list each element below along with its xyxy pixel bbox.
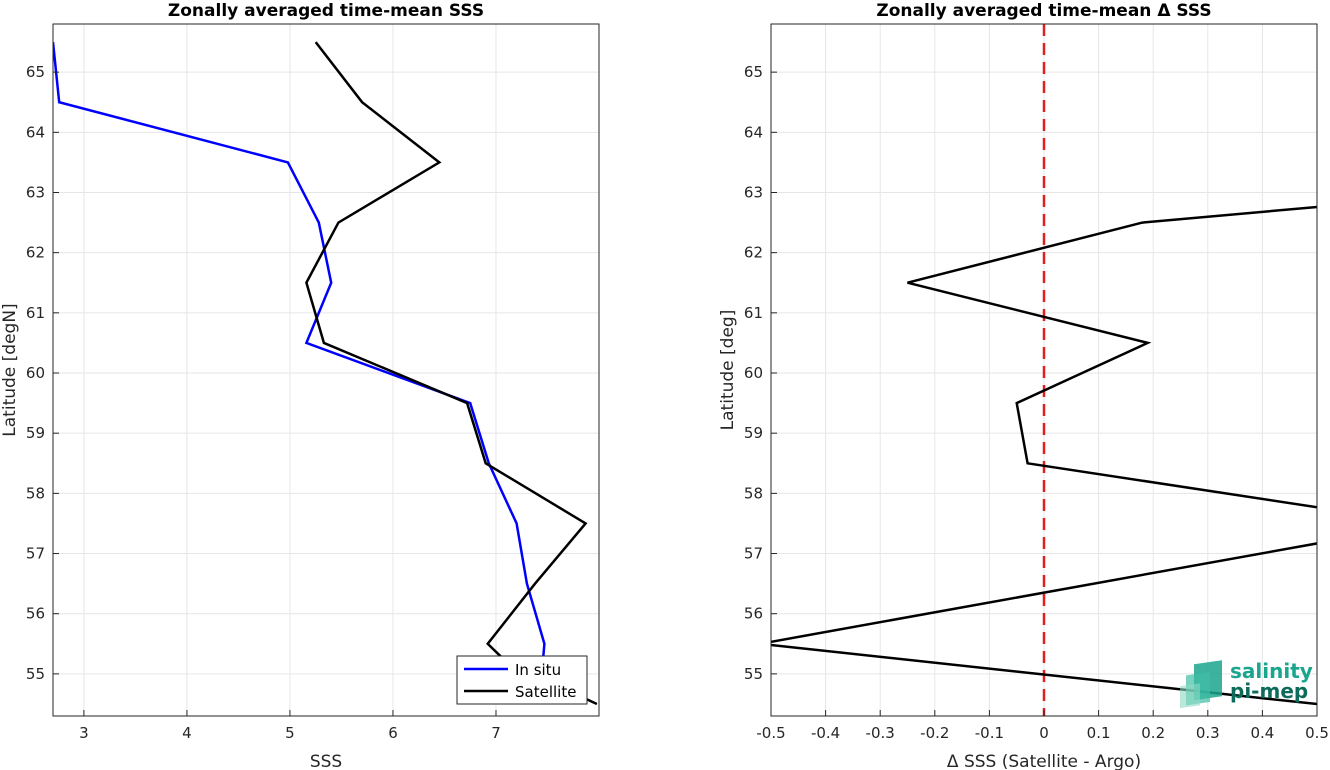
delta-y-tick-label: 64: [744, 123, 763, 141]
delta-x-tick-label: 0.3: [1196, 724, 1220, 742]
delta-series-group: [771, 24, 1317, 716]
sss-y-tick-label: 58: [26, 484, 45, 502]
delta-y-tick-label: 57: [744, 545, 763, 563]
delta-x-tick-label: -0.2: [920, 724, 949, 742]
delta-x-tick-label: -0.1: [975, 724, 1004, 742]
sss-y-tick-label: 64: [26, 123, 45, 141]
legend-label-in-situ: In situ: [515, 661, 561, 679]
sss-x-axis-label: SSS: [310, 752, 342, 770]
sss-x-tick-label: 7: [491, 724, 501, 742]
delta-y-axis-label: Latitude [deg]: [718, 310, 738, 431]
sss-plot-frame: [52, 23, 600, 717]
sss-y-tick-label: 59: [26, 424, 45, 442]
sss-y-tick-label: 65: [26, 63, 45, 81]
delta-x-tick-label: 0: [1039, 724, 1049, 742]
sss-x-tick-label: 4: [182, 724, 192, 742]
logo-mark-icon: [1180, 660, 1222, 709]
delta-series-line-difference: [771, 205, 1317, 706]
logo-text-pi-mep: pi-mep: [1230, 679, 1308, 703]
sss-y-tick-label: 62: [26, 244, 45, 262]
sss-x-tick-label: 5: [285, 724, 295, 742]
sss-y-tick-label: 55: [26, 665, 45, 683]
delta-x-tick-label: -0.4: [811, 724, 840, 742]
delta-x-tick-label: -0.5: [756, 724, 785, 742]
sss-y-tick-label: 63: [26, 183, 45, 201]
sss-y-tick-label: 60: [26, 364, 45, 382]
delta-chart-title: Zonally averaged time-mean Δ SSS: [876, 1, 1211, 21]
delta-y-tick-label: 62: [744, 244, 763, 262]
delta-tick-labels: -0.5 -0.4 -0.3 -0.2 -0.1 0 0.1 0.2 0.3 0.4 0.5 55 56…: [744, 63, 1329, 742]
delta-y-tick-label: 56: [744, 605, 763, 623]
delta-x-tick-label: 0.1: [1087, 724, 1111, 742]
delta-x-tick-label: -0.3: [866, 724, 895, 742]
delta-y-tick-label: 58: [744, 484, 763, 502]
sss-grid: [53, 24, 599, 716]
sss-chart-title: Zonally averaged time-mean SSS: [168, 1, 484, 21]
sss-y-axis-label: Latitude [degN]: [0, 303, 20, 436]
delta-y-tick-label: 61: [744, 304, 763, 322]
sss-series-group: [53, 41, 598, 706]
sss-x-tick-label: 3: [79, 724, 89, 742]
delta-x-tick-label: 0.4: [1250, 724, 1274, 742]
sss-y-tick-label: 57: [26, 545, 45, 563]
salinity-pi-mep-logo: salinity pi-mep: [1180, 659, 1313, 709]
delta-y-tick-label: 60: [744, 364, 763, 382]
logo-text-salinity: salinity: [1230, 659, 1313, 683]
sss-legend: In situ Satellite: [456, 655, 588, 705]
sss-y-tick-label: 56: [26, 605, 45, 623]
delta-y-tick-label: 65: [744, 63, 763, 81]
delta-y-tick-label: 55: [744, 665, 763, 683]
delta-y-tick-label: 59: [744, 424, 763, 442]
delta-sss-panel: -0.5 -0.4 -0.3 -0.2 -0.1 0 0.1 0.2 0.3 0.4 0.5 55 56…: [718, 1, 1329, 770]
sss-y-tick-label: 61: [26, 304, 45, 322]
delta-x-tick-label: 0.2: [1141, 724, 1165, 742]
sss-series-line-satellite: [305, 41, 598, 706]
delta-x-tick-label: 0.5: [1305, 724, 1329, 742]
delta-x-axis-label: Δ SSS (Satellite - Argo): [947, 752, 1141, 770]
legend-label-satellite: Satellite: [515, 683, 576, 701]
legend-box: [456, 655, 588, 705]
sss-series-line-in-situ: [53, 41, 546, 669]
sss-x-tick-label: 6: [388, 724, 398, 742]
delta-y-tick-label: 63: [744, 183, 763, 201]
